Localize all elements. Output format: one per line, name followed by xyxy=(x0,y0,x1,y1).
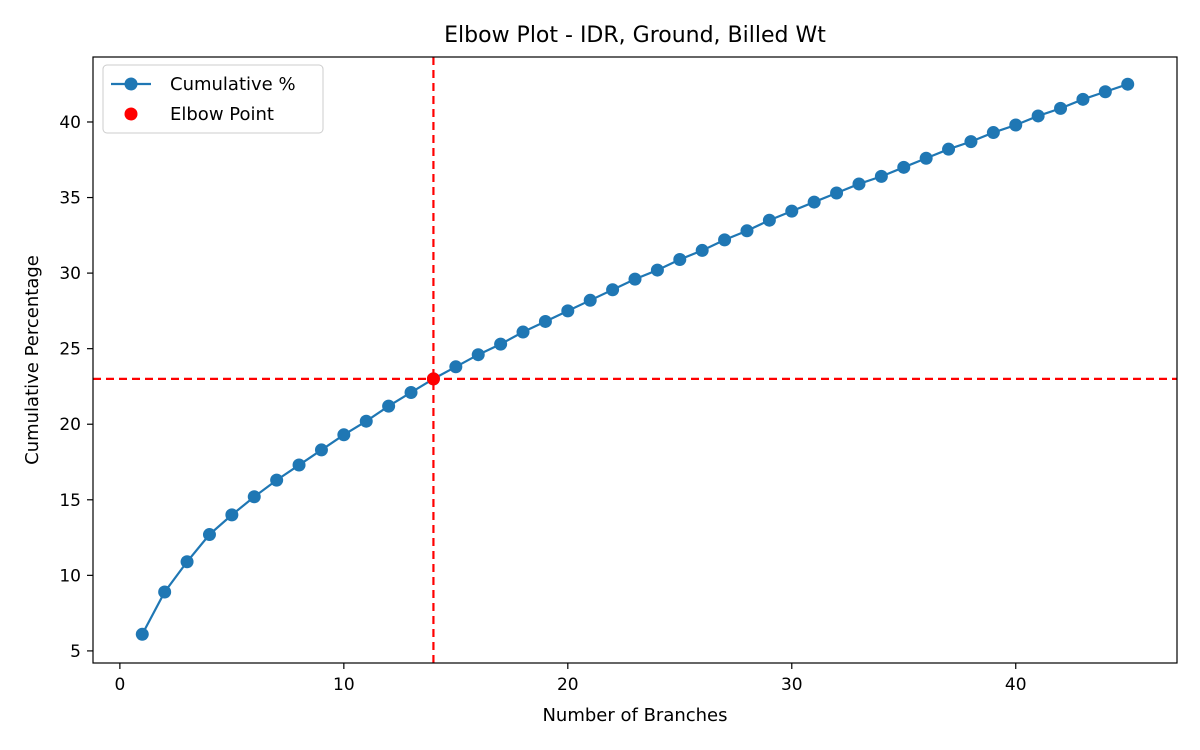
data-point xyxy=(673,253,687,267)
plot-area xyxy=(93,57,1177,663)
data-point xyxy=(606,283,620,297)
data-point xyxy=(247,490,261,504)
data-point xyxy=(516,325,530,339)
data-point xyxy=(583,293,597,307)
data-point xyxy=(762,213,776,227)
data-point xyxy=(628,272,642,286)
data-point xyxy=(1054,101,1068,115)
chart-title: Elbow Plot - IDR, Ground, Billed Wt xyxy=(444,23,826,48)
legend-circle-marker-icon xyxy=(124,77,138,91)
axes: 0 10 20 30 40 5 10 15 20 25 30 35 40 xyxy=(59,113,1026,695)
legend-label-elbow: Elbow Point xyxy=(170,104,274,125)
data-point xyxy=(180,555,194,569)
data-point xyxy=(695,243,709,257)
data-point xyxy=(337,428,351,442)
data-point xyxy=(1121,77,1135,91)
data-point xyxy=(471,348,485,362)
data-point xyxy=(740,224,754,238)
data-point xyxy=(1098,85,1112,99)
data-point xyxy=(292,458,306,472)
x-tick-label: 40 xyxy=(1005,675,1027,695)
y-tick-label: 35 xyxy=(59,189,81,209)
legend-elbow-marker-icon xyxy=(124,107,138,121)
y-tick-label: 10 xyxy=(59,566,81,586)
legend-box xyxy=(102,64,324,134)
y-tick-label: 5 xyxy=(70,642,81,662)
elbow-point-marker xyxy=(426,372,440,386)
plot-frame xyxy=(92,56,1178,664)
data-point xyxy=(942,142,956,156)
data-point xyxy=(404,385,418,399)
data-point xyxy=(382,399,396,413)
data-point xyxy=(897,160,911,174)
data-point xyxy=(830,186,844,200)
y-axis-label: Cumulative Percentage xyxy=(22,255,43,465)
x-tick-label: 10 xyxy=(333,675,355,695)
data-point xyxy=(785,204,799,218)
data-point xyxy=(852,177,866,191)
data-point xyxy=(135,627,149,641)
data-point xyxy=(202,528,216,542)
y-tick-label: 30 xyxy=(59,264,81,284)
data-point xyxy=(449,360,463,374)
data-point xyxy=(270,473,284,487)
data-point xyxy=(1009,118,1023,132)
data-point xyxy=(807,195,821,209)
data-point xyxy=(158,585,172,599)
y-tick-label: 20 xyxy=(59,415,81,435)
data-point xyxy=(874,169,888,183)
data-point xyxy=(225,508,239,522)
data-point xyxy=(718,233,732,247)
data-point xyxy=(314,443,328,457)
x-axis-label: Number of Branches xyxy=(542,705,727,726)
data-point xyxy=(1076,92,1090,106)
y-tick-label: 15 xyxy=(59,491,81,511)
data-point xyxy=(494,337,508,351)
data-point xyxy=(650,263,664,277)
data-point xyxy=(919,151,933,165)
x-tick-label: 30 xyxy=(781,675,803,695)
data-point xyxy=(1031,109,1045,123)
data-point xyxy=(964,135,978,149)
y-tick-label: 40 xyxy=(59,113,81,133)
data-point xyxy=(986,126,1000,140)
series-line-cumulative xyxy=(141,83,1129,635)
y-tick-label: 25 xyxy=(59,340,81,360)
data-point xyxy=(538,314,552,328)
legend-label-cumulative: Cumulative % xyxy=(170,74,296,95)
data-point xyxy=(359,414,373,428)
x-tick-label: 0 xyxy=(114,675,125,695)
data-point xyxy=(561,304,575,318)
x-tick-label: 20 xyxy=(557,675,579,695)
legend: Cumulative % Elbow Point xyxy=(102,64,324,134)
